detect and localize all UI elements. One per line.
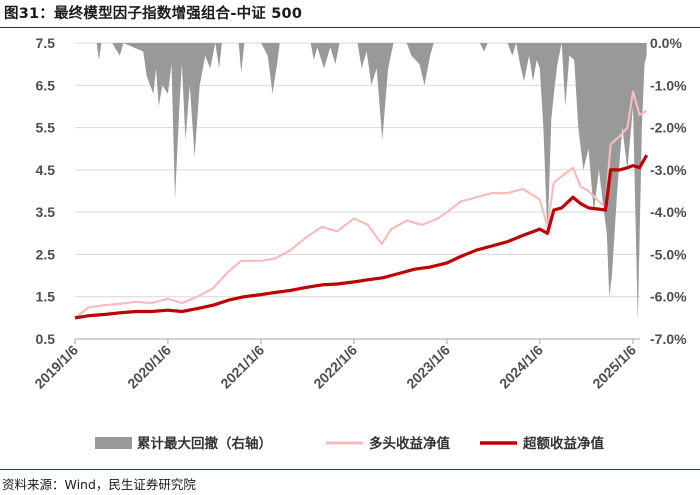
y-left-tick-label: 1.5 [36, 289, 56, 305]
x-tick-label: 2024/1/6 [496, 342, 546, 392]
source-note: 资料来源：Wind，民生证券研究院 [2, 477, 196, 492]
chart-canvas: 0.5 1.5 2.5 3.5 4.5 5.5 6.5 7.5 0.0% -1.0% -2.0% -… [31, 35, 687, 452]
x-tick-label: 2022/1/6 [310, 342, 360, 392]
y-left-tick-label: 6.5 [36, 77, 56, 93]
legend-label-excess: 超额收益净值 [522, 435, 604, 452]
y-right-tick-label: -5.0% [650, 246, 687, 262]
drawdown-area-layer [75, 43, 647, 323]
chart-title: 图31：最终模型因子指数增强组合-中证 500 [4, 6, 303, 22]
x-tick-label: 2025/1/6 [589, 342, 639, 392]
y-right-tick-label: -7.0% [650, 331, 687, 347]
drawdown-area [75, 43, 647, 323]
left-axis-ticks: 0.5 1.5 2.5 3.5 4.5 5.5 6.5 7.5 [36, 35, 56, 347]
x-tick-label: 2021/1/6 [217, 342, 267, 392]
right-axis-ticks: 0.0% -1.0% -2.0% -3.0% -4.0% -5.0% -6.0% -7.0% [650, 35, 687, 347]
source-divider [0, 469, 700, 470]
title-divider [0, 27, 700, 28]
legend: 累计最大回撤（右轴） 多头收益净值 超额收益净值 [95, 435, 604, 452]
y-left-tick-label: 3.5 [36, 204, 56, 220]
y-left-tick-label: 4.5 [36, 162, 56, 178]
y-left-tick-label: 0.5 [36, 331, 56, 347]
y-right-tick-label: -1.0% [650, 77, 687, 93]
y-right-tick-label: -3.0% [650, 162, 687, 178]
x-tick-label: 2020/1/6 [124, 342, 174, 392]
legend-label-drawdown: 累计最大回撤（右轴） [137, 435, 272, 452]
legend-swatch-drawdown [95, 437, 132, 449]
legend-label-long: 多头收益净值 [369, 435, 450, 452]
y-right-tick-label: -4.0% [650, 204, 687, 220]
excess-nav-line [74, 154, 649, 320]
x-tick-label: 2023/1/6 [403, 342, 453, 392]
x-axis: 2019/1/6 2020/1/6 2021/1/6 2022/1/6 2023/1/6… [31, 338, 640, 392]
long-nav-line [74, 90, 648, 319]
y-left-tick-label: 7.5 [36, 35, 56, 51]
series-lines-layer [74, 90, 649, 320]
x-tick-label: 2019/1/6 [31, 342, 81, 392]
y-right-tick-label: -2.0% [650, 120, 687, 136]
y-left-tick-label: 2.5 [36, 246, 56, 262]
y-right-tick-label: -6.0% [650, 289, 687, 305]
y-left-tick-label: 5.5 [36, 120, 56, 136]
y-right-tick-label: 0.0% [650, 35, 682, 51]
